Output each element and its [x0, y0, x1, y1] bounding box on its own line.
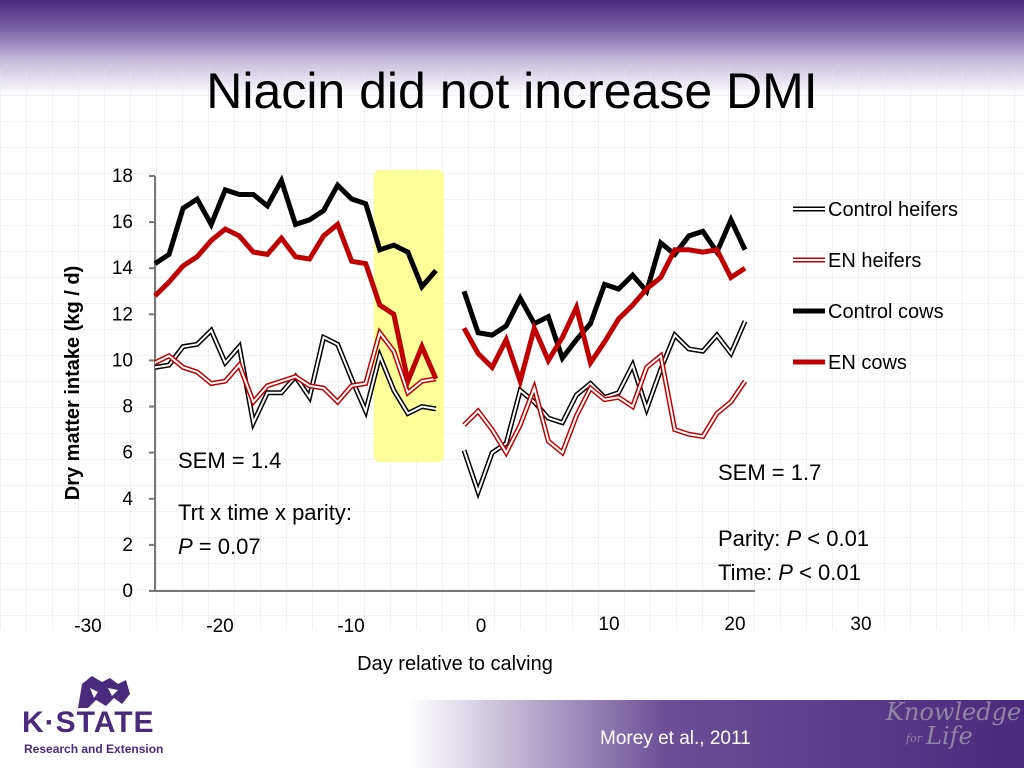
x-tick-label: -30	[74, 616, 101, 637]
x-tick-label: -10	[337, 616, 364, 637]
series-line-2-pre	[153, 174, 438, 292]
x-tick-label: 10	[598, 614, 619, 635]
wildcat-icon	[78, 676, 130, 708]
logo-wordmark: K·STATE	[22, 706, 155, 739]
slide-title: Niacin did not increase DMI	[206, 63, 818, 119]
y-tick-label: 2	[122, 535, 133, 556]
y-tick-label: 14	[112, 258, 134, 279]
x-axis-label: Day relative to calving	[357, 653, 553, 675]
y-tick-label: 12	[112, 304, 133, 325]
footer-band	[0, 700, 1024, 768]
chart-axes	[154, 176, 755, 592]
sem-left: SEM = 1.4	[178, 448, 282, 473]
kstate-logo: K·STATE Research and Extension	[22, 670, 182, 760]
legend-label: EN heifers	[828, 250, 921, 272]
highlight-box	[373, 170, 444, 462]
series-line-1-pre-inner	[154, 330, 437, 404]
legend-label: EN cows	[828, 352, 907, 374]
chart-series	[153, 174, 748, 500]
chart-ticks: 0 2 4 6 8 10 12 14 16 18 -30 -20 -10 0 10 20 30	[74, 166, 871, 637]
line-chart: 0 2 4 6 8 10 12 14 16 18 -30 -20 -10 0 10 20 30 Control …	[62, 166, 958, 675]
right-stats-note: SEM = 1.7 Parity: P < 0.01 Time: P < 0.0…	[718, 456, 869, 590]
y-tick-label: 8	[122, 397, 133, 418]
chart-legend: Control heifers EN heifers Control cows EN …	[793, 199, 958, 374]
series-line-3-pre	[153, 220, 439, 390]
tagline-knowledge: Knowledge	[886, 698, 1022, 726]
series-line-2-post	[461, 213, 748, 364]
sem-right: SEM = 1.7	[718, 460, 822, 485]
y-tick-label: 16	[112, 212, 133, 233]
y-tick-label: 4	[122, 489, 133, 510]
knowledge-for-life-tagline: Knowledge for Life	[886, 698, 1022, 750]
x-tick-label: 20	[724, 614, 745, 635]
left-stats-note: SEM = 1.4 Trt x time x parity: P = 0.07	[178, 444, 352, 564]
citation: Morey et al., 2011	[600, 728, 751, 749]
y-axis-label: Dry matter intake (kg / d)	[62, 266, 84, 501]
logo-subtitle: Research and Extension	[24, 742, 164, 756]
x-tick-label: -20	[206, 616, 233, 637]
time-p-value: Time: P < 0.01	[718, 560, 861, 585]
tagline-for: for	[906, 732, 922, 745]
tagline-life: Life	[926, 722, 973, 750]
y-tick-label: 0	[122, 581, 133, 602]
trt-p-value: P = 0.07	[178, 534, 261, 559]
series-line-1-post-inner	[463, 353, 746, 455]
legend-label: Control cows	[828, 301, 944, 323]
y-tick-label: 18	[112, 166, 133, 187]
x-tick-label: 0	[476, 616, 487, 637]
y-tick-label: 10	[112, 350, 133, 371]
x-tick-label: 30	[850, 614, 871, 635]
legend-label: Control heifers	[828, 199, 958, 221]
series-line-3-post	[461, 247, 747, 390]
trt-label: Trt x time x parity:	[178, 500, 352, 525]
parity-p-value: Parity: P < 0.01	[718, 526, 870, 551]
y-tick-label: 6	[122, 443, 133, 464]
